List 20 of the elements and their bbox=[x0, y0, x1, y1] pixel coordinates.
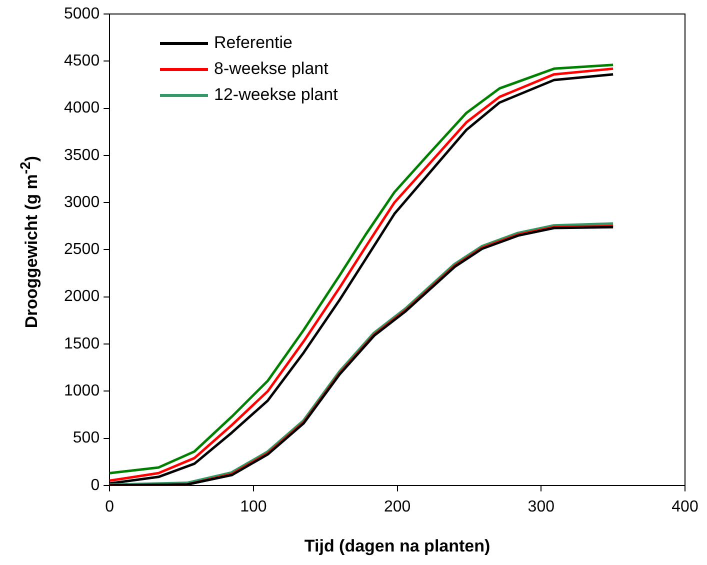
y-tick-label: 3500 bbox=[64, 146, 100, 164]
y-tick-label: 1000 bbox=[64, 382, 100, 400]
y-tick-label: 0 bbox=[90, 476, 100, 494]
y-tick-label: 5000 bbox=[64, 5, 100, 22]
y-tick-label: 4000 bbox=[64, 100, 100, 117]
y-tick-label: 4500 bbox=[64, 52, 100, 70]
y-tick-label: 2500 bbox=[64, 241, 100, 258]
y-tick-label: 2000 bbox=[64, 288, 100, 306]
y-tick-label: 1500 bbox=[64, 335, 100, 352]
x-tick-label: 400 bbox=[672, 498, 698, 516]
x-axis-title: Tijd (dagen na planten) bbox=[304, 536, 490, 556]
y-tick-label: 500 bbox=[72, 430, 100, 447]
legend-label: 8-weekse plant bbox=[214, 59, 328, 79]
x-tick-label: 100 bbox=[240, 498, 267, 516]
y-tick-label: 3000 bbox=[64, 194, 100, 211]
legend-label: 12-weekse plant bbox=[214, 85, 338, 105]
legend-label: Referentie bbox=[214, 33, 292, 53]
x-tick-label: 300 bbox=[528, 498, 555, 516]
x-tick-label: 0 bbox=[105, 498, 114, 516]
x-tick-label: 200 bbox=[384, 498, 411, 516]
